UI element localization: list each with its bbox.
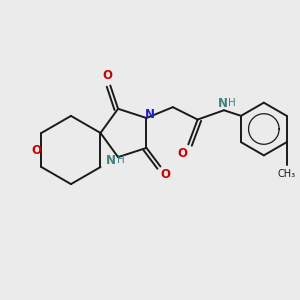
Text: H: H (117, 155, 125, 165)
Text: O: O (102, 69, 112, 82)
Text: H: H (228, 98, 236, 108)
Text: O: O (32, 143, 42, 157)
Text: N: N (145, 108, 154, 122)
Text: O: O (160, 168, 170, 181)
Text: N: N (218, 97, 227, 110)
Text: N: N (106, 154, 116, 167)
Text: CH₃: CH₃ (278, 169, 296, 178)
Text: O: O (178, 148, 188, 160)
